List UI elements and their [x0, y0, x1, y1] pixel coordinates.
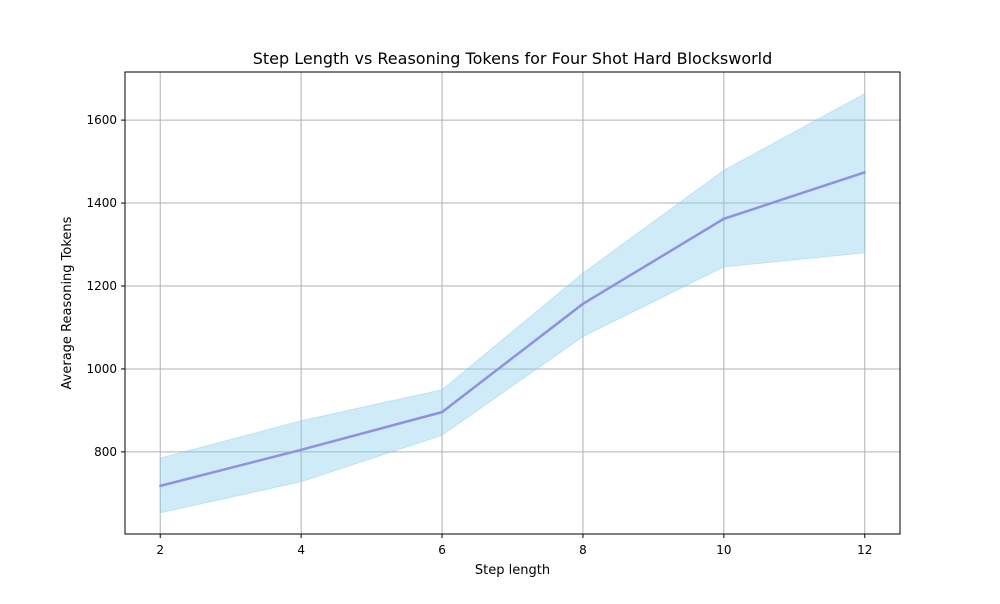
x-tick-label: 6 [438, 543, 446, 557]
plot-frame [124, 71, 901, 535]
y-axis-label: Average Reasoning Tokens [60, 216, 75, 389]
chart-title: Step Length vs Reasoning Tokens for Four… [253, 49, 773, 68]
x-tick-label: 4 [297, 543, 305, 557]
x-axis-ticks: 2 4 6 8 10 12 [156, 534, 872, 557]
x-tick-label: 2 [156, 543, 164, 557]
data-point [722, 217, 726, 221]
data-point [581, 302, 585, 306]
confidence-band-group [159, 92, 866, 514]
data-point [299, 448, 303, 452]
y-tick-label: 1400 [86, 196, 117, 210]
y-tick-label: 1000 [86, 362, 117, 376]
confidence-band [159, 92, 866, 514]
x-tick-label: 8 [579, 543, 587, 557]
y-tick-label: 800 [94, 445, 117, 459]
y-axis-ticks: 800 1000 1200 1400 1600 [86, 113, 125, 459]
x-tick-label: 10 [716, 543, 731, 557]
data-point [440, 410, 444, 414]
x-axis-label: Step length [475, 563, 550, 578]
data-point [863, 171, 866, 174]
data-point [159, 484, 162, 488]
series-lines [159, 171, 866, 488]
y-tick-label: 1600 [86, 113, 117, 127]
y-tick-label: 1200 [86, 279, 117, 293]
x-tick-label: 12 [857, 543, 872, 557]
series-line [159, 171, 866, 488]
